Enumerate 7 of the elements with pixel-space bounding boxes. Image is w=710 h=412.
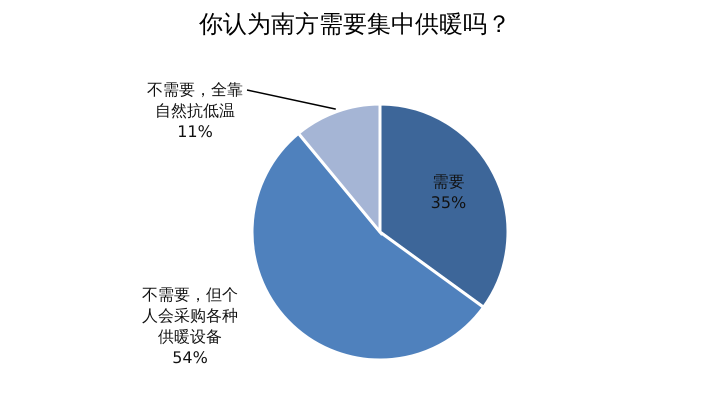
slice-label: 不需要，但个人会采购各种供暖设备: [142, 285, 238, 346]
data-label: 54%: [172, 348, 208, 367]
slice-label: 需要: [432, 172, 464, 192]
slice-label: 不需要，全靠自然抗低温: [147, 80, 243, 120]
chart-title: 你认为南方需要集中供暖吗？: [198, 11, 511, 38]
data-label: 11%: [177, 122, 213, 141]
data-label: 35%: [430, 193, 466, 212]
